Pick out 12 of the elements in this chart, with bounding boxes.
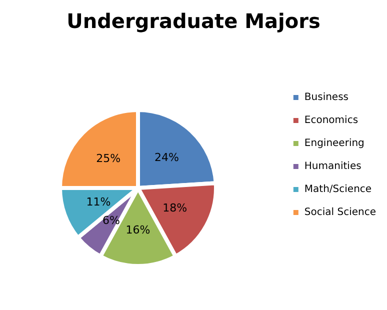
data-label: 16% [126,224,150,236]
data-label: 11% [86,196,111,209]
data-label: 25% [96,152,121,165]
legend-label: Math/Science [304,184,372,195]
legend-label: Economics [304,115,358,126]
data-label: 18% [162,202,188,215]
data-label: 24% [154,150,179,164]
legend-label: Engineering [304,138,364,149]
legend-label: Humanities [304,161,362,172]
legend-label: Social Science [304,207,376,218]
chart-title: Undergraduate Majors [66,9,320,33]
legend-label: Business [304,92,349,103]
